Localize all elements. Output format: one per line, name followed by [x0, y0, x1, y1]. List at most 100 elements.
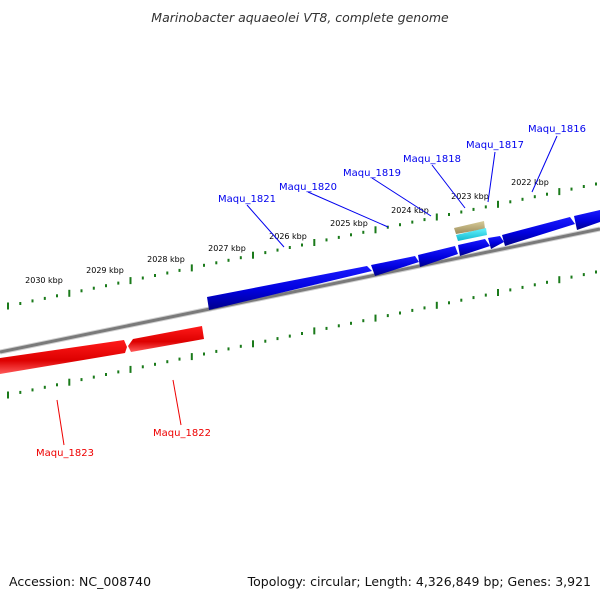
forward-ring-minor-tick: [582, 185, 585, 188]
forward-ring-minor-tick: [141, 276, 144, 280]
reverse-ring-minor-tick: [105, 373, 107, 376]
gene-label-maqu-1821[interactable]: Maqu_1821: [218, 194, 276, 205]
forward-ring-minor-tick: [288, 246, 291, 249]
forward-ring-minor-tick: [423, 218, 426, 222]
forward-ring-minor-tick: [399, 223, 401, 227]
forward-ring-major-tick: [190, 264, 193, 272]
reverse-ring-minor-tick: [264, 339, 267, 343]
gene-label-maqu-1820[interactable]: Maqu_1820: [279, 182, 337, 193]
gene-maqu-1816[interactable]: [502, 217, 575, 246]
tick-label-2030: 2030 kbp: [25, 276, 63, 285]
forward-ring-minor-tick: [92, 286, 95, 290]
reverse-tick-ring: [7, 270, 597, 399]
gene-maqu-1817[interactable]: [488, 236, 504, 249]
forward-ring-major-tick: [435, 213, 438, 221]
reverse-ring-minor-tick: [325, 326, 328, 330]
forward-ring-minor-tick: [337, 235, 340, 239]
map-title: Marinobacter aquaeolei VT8, complete gen…: [151, 10, 449, 25]
reverse-genes: [0, 326, 204, 374]
reverse-ring-minor-tick: [178, 357, 181, 361]
reverse-ring-minor-tick: [92, 375, 95, 379]
forward-ring-minor-tick: [301, 243, 303, 247]
topology-summary: Topology: circular; Length: 4,326,849 bp…: [247, 574, 591, 589]
callout-maqu-1823: [56, 399, 65, 446]
tick-labels: 2030 kbp 2029 kbp 2028 kbp 2027 kbp 2026…: [25, 178, 549, 285]
gene-maqu-1819[interactable]: [418, 246, 458, 267]
reverse-ring-minor-tick: [141, 365, 144, 369]
forward-ring-minor-tick: [117, 281, 120, 285]
forward-genes: [207, 210, 600, 310]
reverse-ring-minor-tick: [472, 296, 475, 300]
forward-ring-minor-tick: [276, 248, 279, 252]
reverse-ring-minor-tick: [19, 390, 22, 394]
reverse-ring-minor-tick: [521, 285, 524, 289]
forward-ring-minor-tick: [239, 256, 242, 260]
forward-ring-minor-tick: [56, 294, 58, 298]
accession-label: Accession: NC_008740: [9, 574, 152, 589]
callout-maqu-1821: [246, 204, 285, 248]
callout-maqu-1816: [531, 135, 558, 193]
gene-next-forward[interactable]: [574, 210, 600, 230]
forward-ring-major-tick: [497, 200, 499, 208]
reverse-ring-minor-tick: [423, 306, 426, 310]
forward-ring-major-tick: [7, 302, 9, 310]
forward-ring-major-tick: [68, 289, 71, 297]
forward-ring-minor-tick: [19, 302, 22, 305]
reverse-ring-minor-tick: [288, 334, 291, 338]
forward-ring-minor-tick: [178, 268, 181, 272]
reverse-ring-major-tick: [558, 276, 561, 284]
reverse-ring-minor-tick: [570, 275, 573, 279]
gene-maqu-1822[interactable]: [128, 326, 204, 352]
gene-label-maqu-1822[interactable]: Maqu_1822: [153, 428, 211, 439]
gene-maqu-1820[interactable]: [371, 256, 419, 276]
reverse-ring-minor-tick: [582, 273, 585, 277]
forward-ring-minor-tick: [227, 258, 230, 262]
callout-maqu-1819: [371, 177, 432, 217]
reverse-ring-major-tick: [129, 365, 132, 373]
forward-ring-minor-tick: [509, 200, 512, 204]
gene-label-maqu-1819[interactable]: Maqu_1819: [343, 168, 401, 179]
forward-ring-minor-tick: [166, 271, 169, 275]
trna-feature[interactable]: [454, 221, 485, 234]
callout-maqu-1820: [307, 191, 389, 228]
gene-labels: Maqu_1816 Maqu_1817 Maqu_1818 Maqu_1819 …: [36, 124, 586, 459]
reverse-ring-major-tick: [190, 353, 193, 361]
reverse-ring-minor-tick: [203, 352, 205, 356]
reverse-ring-minor-tick: [546, 280, 548, 284]
reverse-ring-major-tick: [7, 391, 9, 399]
reverse-ring-minor-tick: [399, 311, 401, 315]
reverse-ring-minor-tick: [484, 293, 487, 297]
gene-maqu-1821[interactable]: [207, 266, 372, 310]
reverse-ring-minor-tick: [56, 383, 58, 387]
forward-ring-minor-tick: [105, 284, 107, 288]
gene-label-maqu-1823[interactable]: Maqu_1823: [36, 448, 94, 459]
gene-label-maqu-1816[interactable]: Maqu_1816: [528, 124, 586, 135]
forward-ring-minor-tick: [570, 187, 573, 191]
reverse-ring-minor-tick: [154, 362, 156, 366]
callout-maqu-1822: [172, 379, 182, 426]
reverse-ring-major-tick: [68, 378, 71, 386]
forward-ring-minor-tick: [460, 210, 463, 214]
gene-label-maqu-1817[interactable]: Maqu_1817: [466, 140, 524, 151]
reverse-ring-major-tick: [497, 289, 499, 296]
callout-maqu-1817: [487, 151, 496, 203]
tick-label-2029: 2029 kbp: [86, 266, 124, 275]
gene-label-maqu-1818[interactable]: Maqu_1818: [403, 154, 461, 165]
forward-ring-major-tick: [129, 277, 132, 285]
forward-ring-minor-tick: [472, 207, 475, 211]
gene-maqu-1818[interactable]: [458, 239, 490, 256]
forward-ring-minor-tick: [80, 289, 83, 293]
forward-ring-minor-tick: [154, 274, 156, 277]
reverse-ring-minor-tick: [362, 319, 365, 323]
rna-features: [454, 221, 487, 241]
tick-label-2022: 2022 kbp: [511, 178, 549, 187]
reverse-ring-minor-tick: [117, 370, 120, 374]
forward-ring-minor-tick: [215, 261, 218, 265]
forward-ring-major-tick: [558, 188, 561, 196]
gene-callouts: [56, 135, 558, 446]
forward-ring-major-tick: [374, 226, 377, 234]
reverse-ring-minor-tick: [509, 288, 512, 292]
reverse-ring-minor-tick: [448, 301, 450, 305]
gene-maqu-1823[interactable]: [0, 340, 127, 374]
rrna-feature[interactable]: [456, 228, 487, 241]
